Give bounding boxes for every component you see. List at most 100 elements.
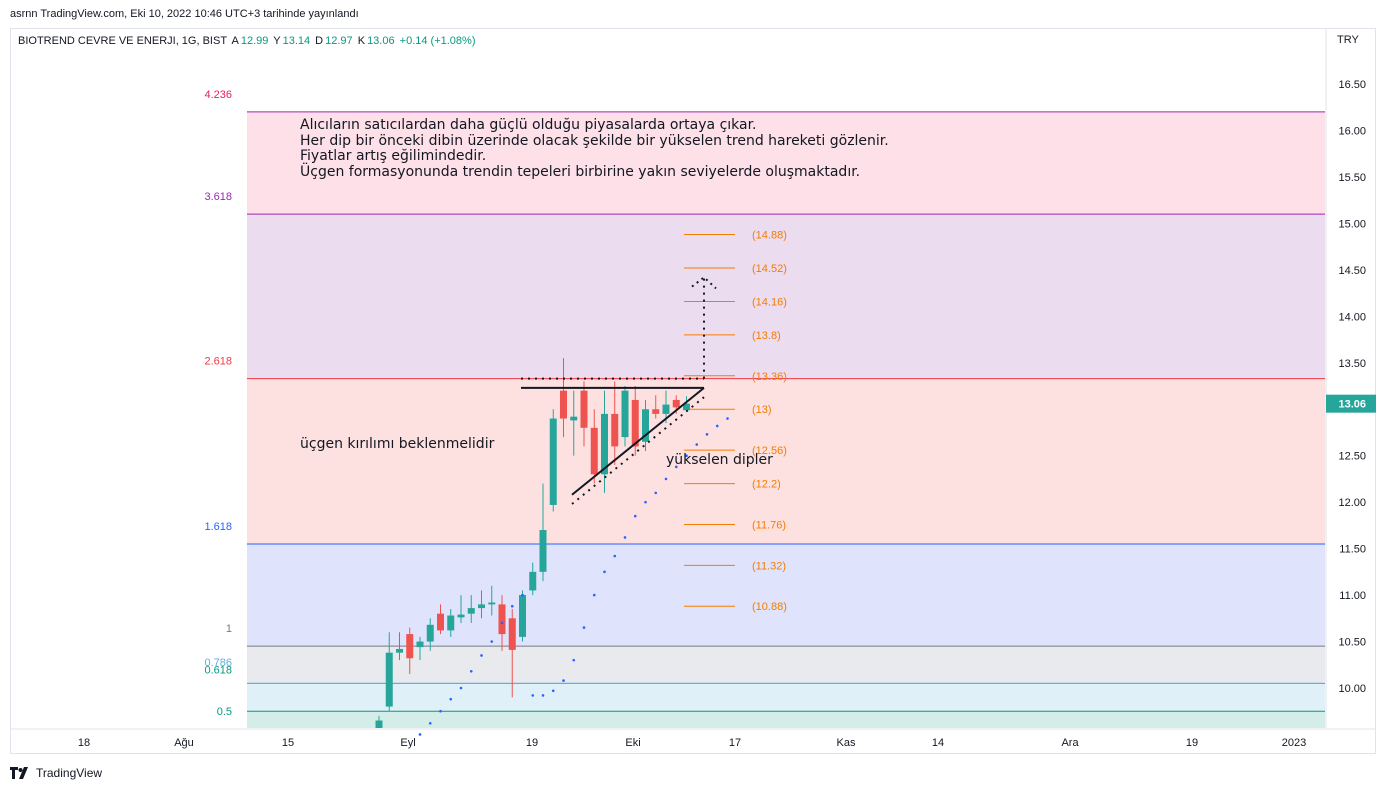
fib-label: 1 xyxy=(226,623,232,635)
price-tick-label: 12.50 xyxy=(1338,451,1366,463)
price-tick-label: 13.50 xyxy=(1338,358,1366,370)
sar-dot xyxy=(695,443,699,446)
high-value: 13.14 xyxy=(282,35,311,47)
price-tick-label: 15.50 xyxy=(1338,172,1366,184)
candle-body xyxy=(437,613,444,631)
brand-name: TradingView xyxy=(36,766,103,780)
target-label: (14.88) xyxy=(752,230,787,242)
candle-body xyxy=(396,648,403,653)
candle-body xyxy=(683,403,690,411)
drawings xyxy=(521,275,717,505)
open-value: 12.99 xyxy=(240,35,269,47)
candle-body xyxy=(385,652,393,707)
rising-lows-note[interactable]: yükselen dipler xyxy=(666,452,773,468)
fib-zone xyxy=(247,378,1325,544)
time-tick-label: 19 xyxy=(526,737,538,749)
fib-label: 0.618 xyxy=(204,664,232,676)
candle-body xyxy=(426,624,434,642)
candle-body xyxy=(519,595,526,637)
candle-body xyxy=(488,602,496,605)
target-label: (14.16) xyxy=(752,296,787,308)
breakout-note[interactable]: üçgen kırılımı beklenmelidir xyxy=(300,436,495,452)
open-label: A xyxy=(231,35,239,47)
sar-dot xyxy=(572,658,576,662)
target-label: (12.56) xyxy=(752,445,787,457)
candle-body xyxy=(590,427,598,475)
symbol-legend: BIOTREND CEVRE VE ENERJI, 1G, BIST A 12.9… xyxy=(18,35,478,47)
currency-label[interactable]: TRY xyxy=(1337,34,1359,46)
description-line-4: Üçgen formasyonunda trendin tepeleri bir… xyxy=(300,163,861,180)
price-tick-label: 11.00 xyxy=(1339,590,1366,602)
sar-dot xyxy=(705,433,709,436)
candle-body xyxy=(570,416,578,421)
candle-body xyxy=(406,634,414,659)
candle-body xyxy=(508,618,516,650)
candle-body xyxy=(498,604,506,635)
time-tick-label: Ara xyxy=(1061,737,1079,749)
sar-dot xyxy=(674,465,678,469)
price-tick-label: 15.00 xyxy=(1338,218,1366,230)
time-tick-label: Eki xyxy=(625,737,640,749)
last-price-tag xyxy=(1326,394,1376,413)
candle-body xyxy=(375,720,383,728)
change-value: +0.14 (+1.08%) xyxy=(399,35,476,47)
time-tick-label: 17 xyxy=(729,737,741,749)
time-axis: 18 Ağu 15 Eyl 19 Eki 17 Kas 14 Ara 19 2023 xyxy=(11,728,1376,749)
parabolic-sar xyxy=(418,417,729,736)
price-targets: (14.88) (14.52) (14.16) (13.8) (13.36) (13) (1… xyxy=(684,230,787,613)
sar-dot xyxy=(469,669,473,673)
target-label: (13.36) xyxy=(752,371,787,383)
close-value: 13.06 xyxy=(367,35,395,47)
fib-zone xyxy=(247,111,1325,215)
candle-body xyxy=(478,604,485,609)
sar-dot xyxy=(623,536,627,539)
description-note[interactable]: Alıcıların satıcılardan daha güçlü olduğ… xyxy=(300,117,889,180)
sar-dot xyxy=(428,722,432,725)
candle-body xyxy=(416,641,424,648)
low-value: 12.97 xyxy=(325,35,353,47)
published-info: asrnn TradingView.com, Eki 10, 2022 10:4… xyxy=(10,8,359,20)
sar-dot xyxy=(551,689,555,693)
tradingview-logo-icon xyxy=(10,767,28,779)
candle-body xyxy=(601,413,608,475)
price-tick-label: 10.50 xyxy=(1338,637,1366,649)
sar-dot xyxy=(500,621,504,625)
high-label: Y xyxy=(273,35,281,47)
sar-dot xyxy=(480,654,483,657)
candle-body xyxy=(457,614,465,618)
price-tick-label: 16.00 xyxy=(1338,125,1366,137)
candle-body xyxy=(672,399,680,408)
sar-dot xyxy=(439,709,442,713)
symbol-title[interactable]: BIOTREND CEVRE VE ENERJI, 1G, BIST xyxy=(18,35,228,47)
candle-body xyxy=(611,413,619,447)
target-label: (12.2) xyxy=(752,479,781,491)
candle-body xyxy=(539,530,547,572)
candle-body xyxy=(529,571,537,591)
fib-zone xyxy=(247,543,1325,647)
price-axis: 10.00 10.50 11.00 11.50 12.00 12.50 13.50 14.00… xyxy=(1325,29,1376,728)
fib-label: 0.5 xyxy=(217,706,232,718)
sar-dot xyxy=(490,640,494,643)
time-tick-label: 15 xyxy=(282,737,294,749)
fib-label: 4.236 xyxy=(204,89,232,101)
fib-label: 3.618 xyxy=(204,191,232,203)
candle-body xyxy=(447,615,455,631)
sar-dot xyxy=(603,570,606,574)
price-tick-label: 11.50 xyxy=(1339,544,1366,556)
candle-body xyxy=(621,390,629,438)
tradingview-brand[interactable]: TradingView xyxy=(10,766,102,780)
sar-dot xyxy=(654,491,658,495)
sar-dot xyxy=(510,604,514,608)
sar-dot xyxy=(644,500,647,504)
fib-label: 2.618 xyxy=(204,356,232,368)
sar-dot xyxy=(664,477,668,481)
time-tick-label: 14 xyxy=(932,737,944,749)
target-label: (14.52) xyxy=(752,263,787,275)
sar-dot xyxy=(592,593,596,597)
candle-body xyxy=(631,399,639,447)
candle-body xyxy=(662,404,670,414)
sar-dot xyxy=(541,694,545,697)
sar-dot xyxy=(613,554,617,558)
